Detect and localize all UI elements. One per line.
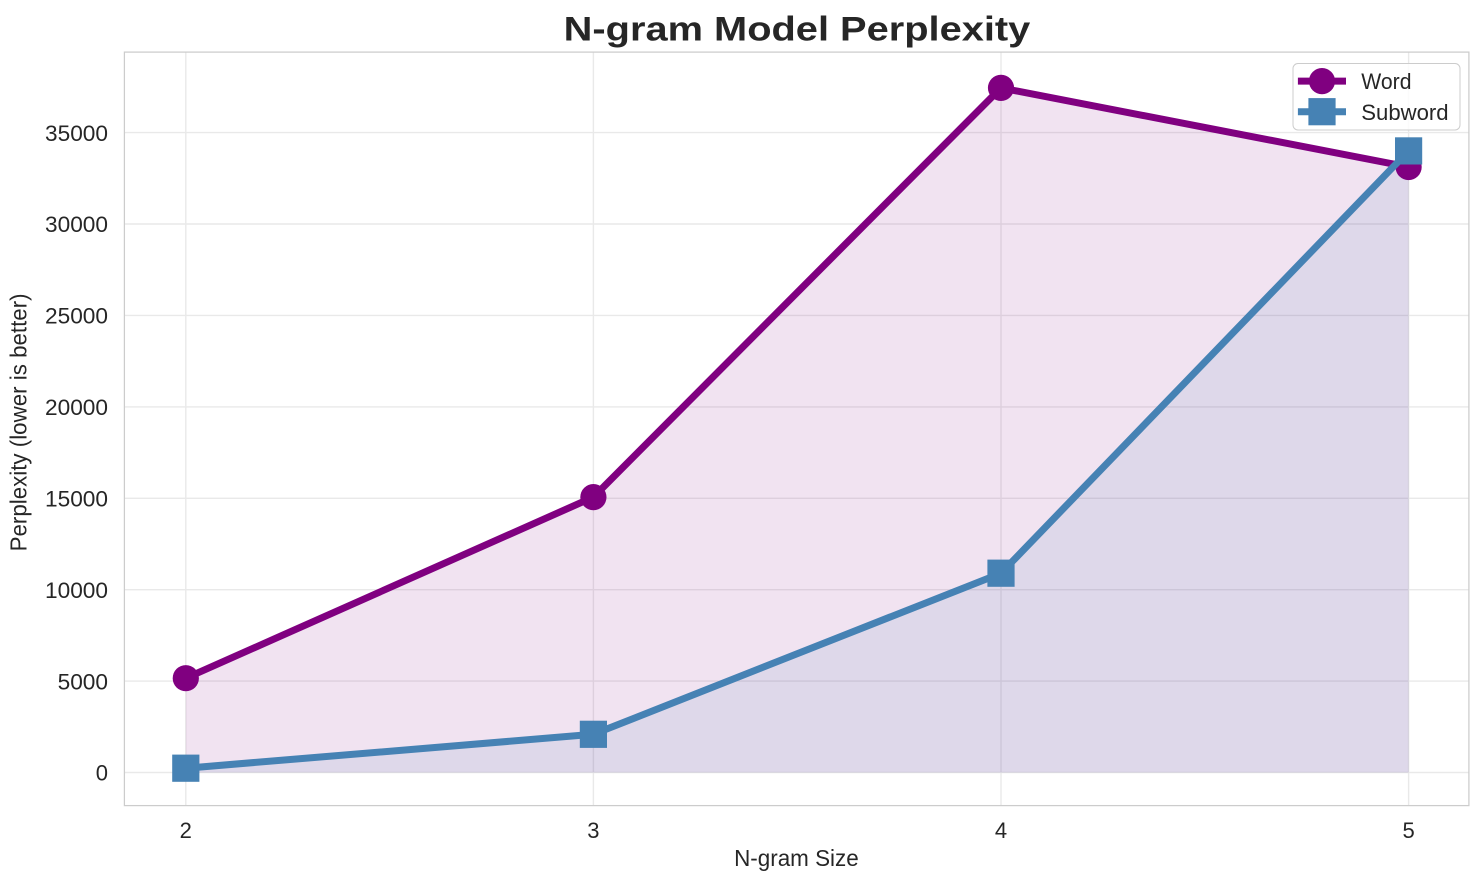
svg-text:10000: 10000 [45, 578, 108, 603]
svg-text:5000: 5000 [58, 669, 108, 694]
svg-text:4: 4 [995, 818, 1007, 843]
svg-text:Word: Word [1361, 69, 1411, 94]
svg-text:3: 3 [587, 818, 599, 843]
svg-text:15000: 15000 [45, 487, 108, 512]
svg-text:5: 5 [1402, 818, 1414, 843]
svg-text:N-gram Model Perplexity: N-gram Model Perplexity [564, 11, 1031, 49]
svg-text:25000: 25000 [45, 304, 108, 329]
svg-text:30000: 30000 [45, 212, 108, 237]
svg-text:Perplexity (lower is better): Perplexity (lower is better) [6, 293, 32, 551]
svg-text:Subword: Subword [1361, 100, 1448, 125]
svg-text:20000: 20000 [45, 395, 108, 420]
svg-text:N-gram Size: N-gram Size [734, 845, 859, 871]
svg-text:0: 0 [96, 761, 108, 786]
svg-text:2: 2 [180, 818, 192, 843]
svg-text:35000: 35000 [45, 121, 108, 146]
